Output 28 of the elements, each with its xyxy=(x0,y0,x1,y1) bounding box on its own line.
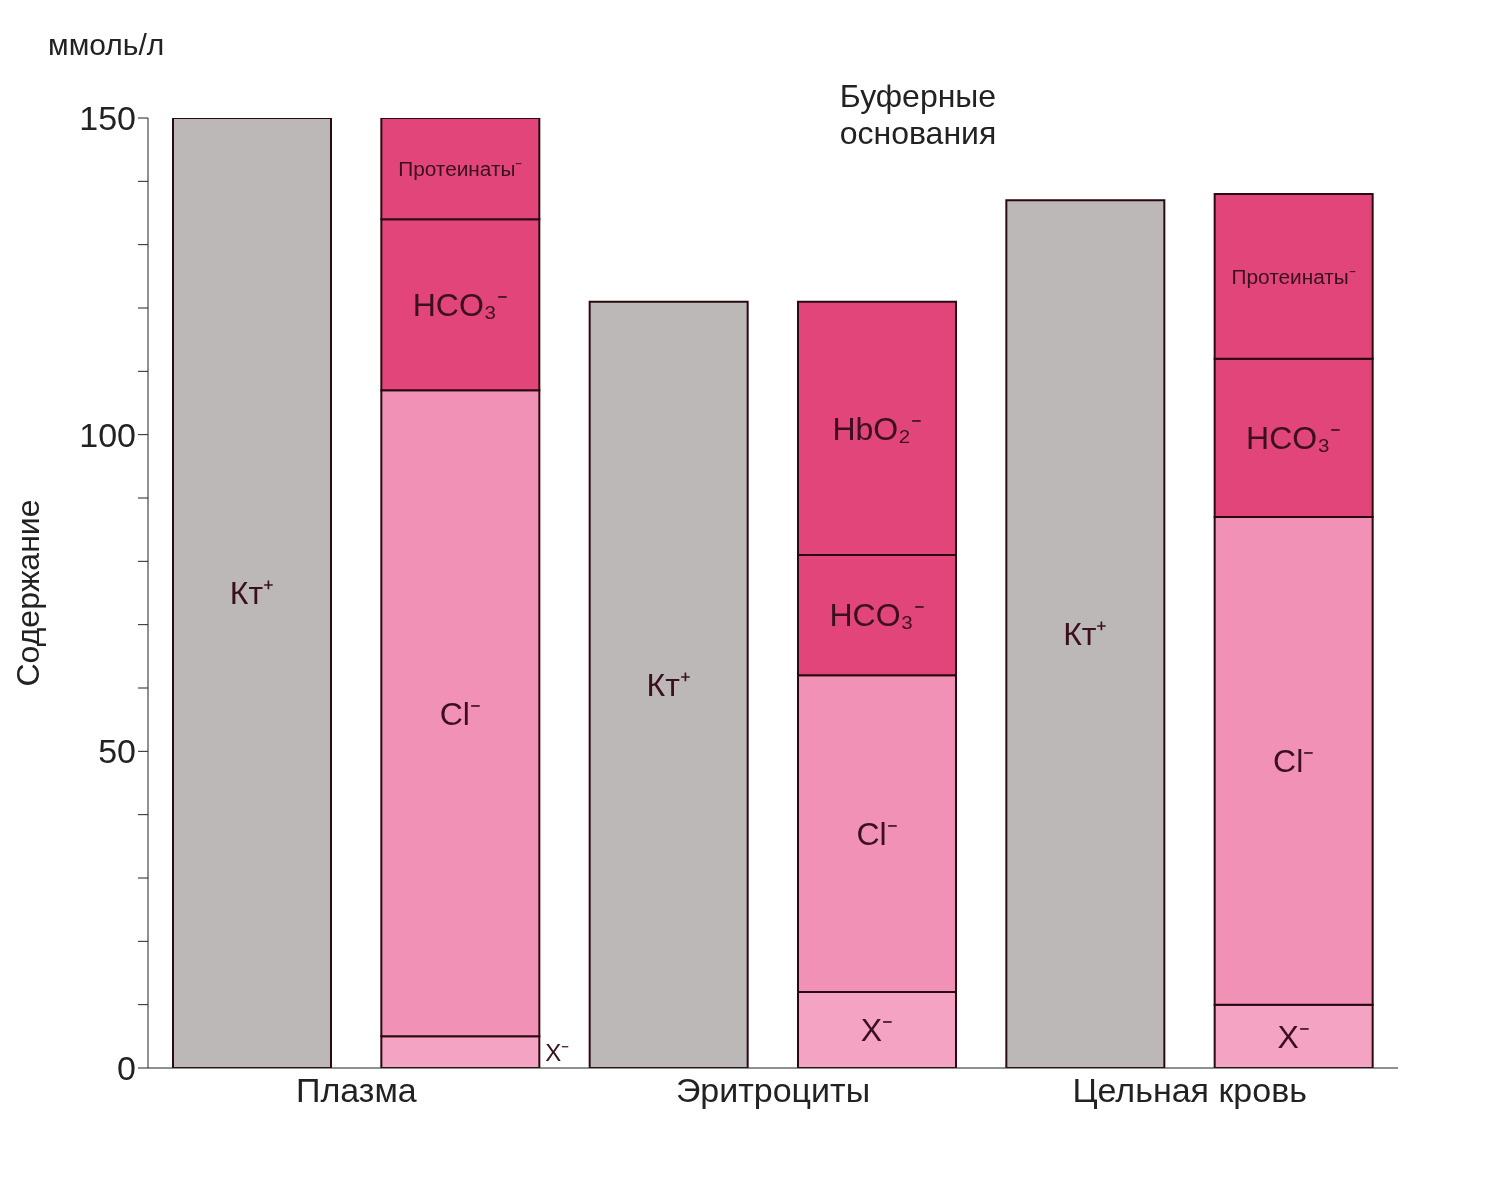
x-tick-label: Плазма xyxy=(295,1071,417,1109)
series-label: Кт⁺ xyxy=(646,667,691,704)
series-label: HCO₃⁻ xyxy=(1246,420,1342,457)
text: Кт⁺ xyxy=(1063,616,1108,653)
series-label: Cl⁻ xyxy=(1273,743,1315,780)
y-tick-label: 150 xyxy=(79,99,136,138)
text: HCO₃⁻ xyxy=(412,287,508,324)
annotation: Буферные основания xyxy=(838,78,998,152)
bar xyxy=(1005,199,1166,1068)
bar xyxy=(172,118,332,1068)
text: X⁻ xyxy=(860,1012,894,1049)
series-label: Протеинаты⁻ xyxy=(1231,264,1356,288)
text: Cl⁻ xyxy=(856,815,898,852)
y-axis-title: Содержание xyxy=(10,499,47,687)
y-tick-label: 50 xyxy=(98,732,136,771)
text: HCO₃⁻ xyxy=(829,597,925,634)
text: Протеинаты⁻ xyxy=(398,156,523,180)
series-label: X⁻ xyxy=(545,1038,570,1066)
series-label: HbO₂⁻ xyxy=(832,410,922,447)
x-tick-label: Цельная кровь xyxy=(1072,1071,1307,1109)
x-tick-label: Эритроциты xyxy=(675,1071,871,1109)
text: Кт⁺ xyxy=(229,575,275,612)
bar xyxy=(588,300,749,1068)
text: X⁻ xyxy=(1277,1018,1310,1055)
text: Cl⁻ xyxy=(439,695,481,732)
y-tick-label: 100 xyxy=(79,415,136,454)
y-tick-label: 0 xyxy=(117,1049,136,1088)
text: ммоль/л xyxy=(48,28,165,62)
